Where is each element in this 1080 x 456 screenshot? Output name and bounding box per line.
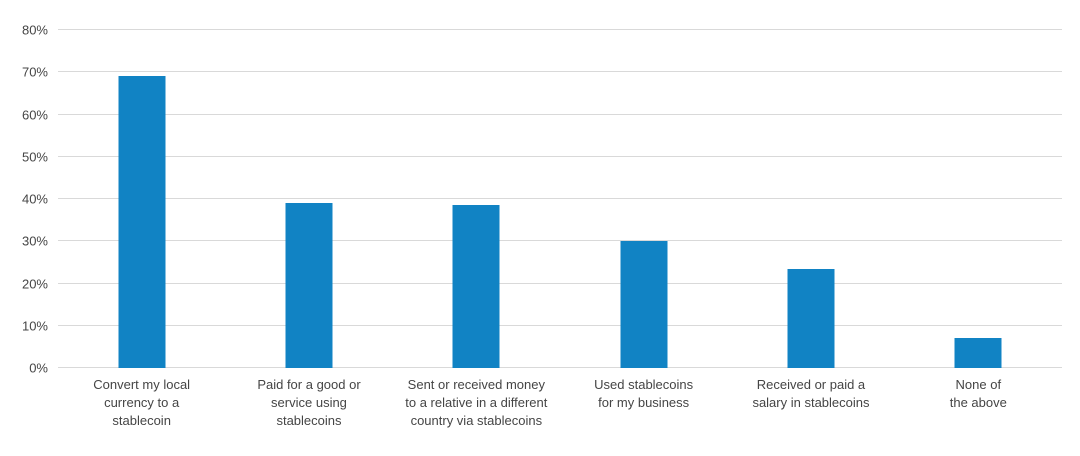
x-category-label: Sent or received money to a relative in a… xyxy=(393,376,560,430)
bar-column xyxy=(225,30,392,368)
x-category-label-line: for my business xyxy=(598,395,690,410)
bar-column xyxy=(560,30,727,368)
x-category-label-line: Paid for a good or xyxy=(257,377,361,392)
gridline xyxy=(58,113,1062,115)
bar xyxy=(118,76,166,368)
x-category-label-line: Used stablecoins xyxy=(594,377,694,392)
x-category-label-line: None of xyxy=(955,377,1002,392)
bar-column xyxy=(727,30,894,368)
x-axis-labels: Convert my local currency to a stablecoin P… xyxy=(58,376,1062,430)
x-category-label-line: country via stablecoins xyxy=(410,413,543,428)
x-category-label: Used stablecoins for my business xyxy=(560,376,727,430)
x-category-label-line: stablecoin xyxy=(112,413,171,428)
gridline xyxy=(58,367,1062,368)
x-category-label: None of the above xyxy=(895,376,1062,430)
gridline xyxy=(58,71,1062,73)
x-category-label-line: Convert my local xyxy=(93,377,191,392)
y-tick-label: 0% xyxy=(29,360,48,376)
x-category-label: Convert my local currency to a stablecoin xyxy=(58,376,225,430)
x-category-label-line: Sent or received money xyxy=(407,377,545,392)
y-tick-label: 10% xyxy=(21,318,48,334)
x-category-label-line: currency to a xyxy=(104,395,180,410)
bar xyxy=(787,268,835,368)
bar-column xyxy=(58,30,225,368)
gridline xyxy=(58,198,1062,199)
y-tick-label: 60% xyxy=(21,107,48,122)
gridline xyxy=(58,240,1062,242)
gridline xyxy=(58,324,1062,326)
plot-area xyxy=(58,29,1062,368)
gridline xyxy=(58,155,1062,157)
x-category-label-line: to a relative in a different xyxy=(405,395,548,410)
bar-column xyxy=(895,30,1062,368)
x-category-label-line: Received or paid a xyxy=(756,377,866,392)
bar xyxy=(285,203,333,368)
y-tick-label: 30% xyxy=(21,233,48,249)
x-category-label-line: service using xyxy=(271,395,347,410)
bar xyxy=(452,205,500,368)
gridline xyxy=(58,29,1062,30)
bar-column xyxy=(393,30,560,368)
y-tick-label: 20% xyxy=(21,276,48,291)
y-tick-label: 40% xyxy=(21,191,48,207)
y-tick-label: 70% xyxy=(21,64,48,80)
x-category-label: Received or paid a salary in stablecoins xyxy=(727,376,894,430)
bar xyxy=(954,338,1002,368)
x-category-label-line: stablecoins xyxy=(276,413,342,428)
y-tick-label: 80% xyxy=(21,22,48,38)
bar xyxy=(620,241,668,368)
y-tick-label: 50% xyxy=(21,149,48,165)
gridline xyxy=(58,282,1062,284)
x-category-label: Paid for a good or service using stablecoi… xyxy=(225,376,392,430)
x-category-label-line: the above xyxy=(949,395,1007,410)
y-axis: 0% 10% 20% 30% 40% 50% 60% 70% 80% xyxy=(0,23,48,376)
x-category-label-line: salary in stablecoins xyxy=(752,395,870,410)
